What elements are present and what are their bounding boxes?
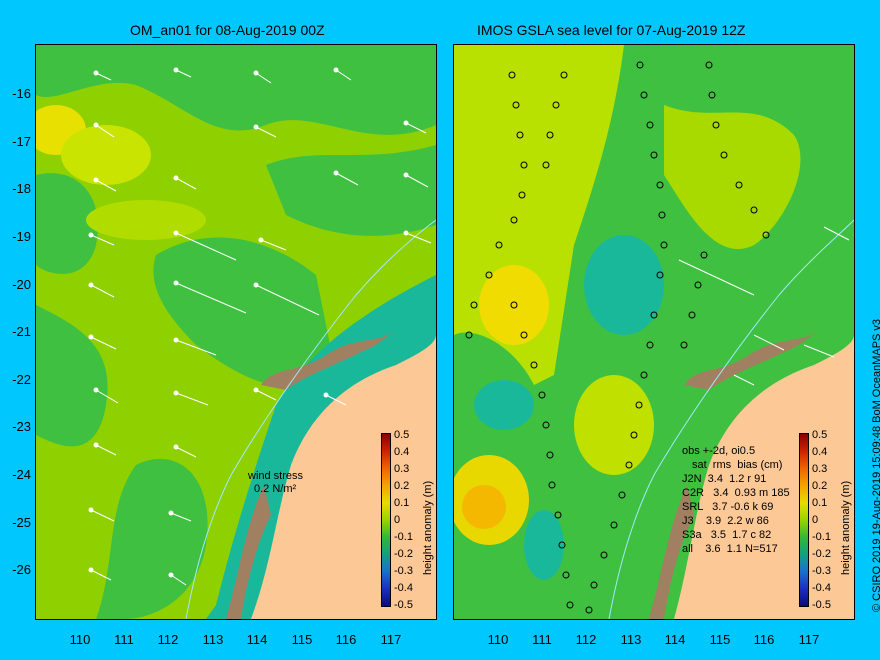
left-sea-level-map: wind stress 0.2 N/m²	[35, 44, 437, 620]
right-map-title: IMOS GSLA sea level for 07-Aug-2019 12Z	[477, 22, 746, 38]
wind-stress-label: wind stress 0.2 N/m²	[248, 470, 304, 495]
altimetry-stats-legend: obs +-2d, oi0.5 sat rms bias (cm) J2N 3.4 …	[682, 445, 790, 555]
left-map-title: OM_an01 for 08-Aug-2019 00Z	[130, 22, 325, 38]
left-colorbar-title: height anomaly (m)	[422, 480, 434, 575]
right-sea-level-map: obs +-2d, oi0.5 sat rms bias (cm) J2N 3.4 …	[453, 44, 855, 620]
right-colorbar-title: height anomaly (m)	[840, 480, 852, 575]
credit-text: © CSIRO 2019 19-Aug-2019 15:09:48 BoM Oc…	[871, 318, 880, 612]
